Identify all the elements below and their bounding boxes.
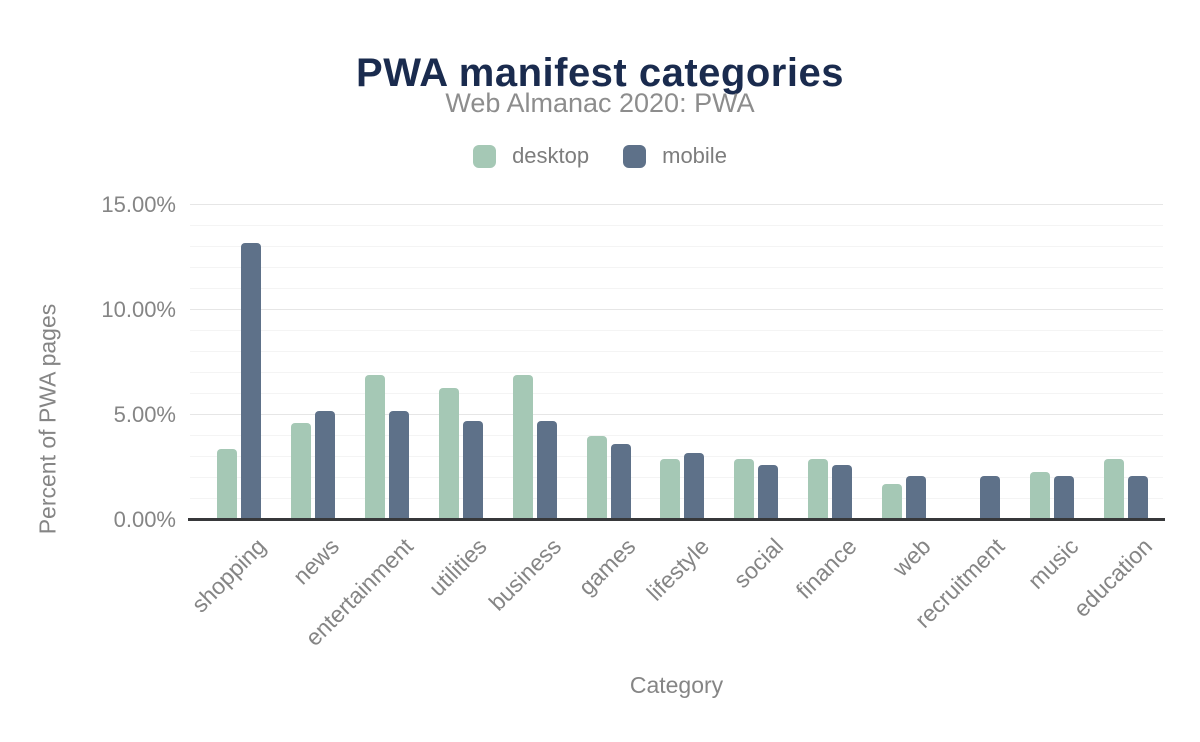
- bar-desktop-entertainment[interactable]: [364, 375, 385, 520]
- bar-mobile-recruitment[interactable]: [980, 475, 1001, 520]
- gridline: [190, 225, 1163, 226]
- gridline: [190, 267, 1163, 268]
- legend-label-mobile: mobile: [662, 143, 727, 168]
- bar-group-games: games: [572, 205, 646, 600]
- bar-group-news: news: [276, 205, 350, 589]
- gridline: [190, 351, 1163, 352]
- bar-group-education: education: [1068, 205, 1163, 622]
- x-tick-label: music: [1022, 533, 1084, 594]
- bar-mobile-education[interactable]: [1128, 475, 1149, 520]
- bar-desktop-business[interactable]: [512, 375, 533, 520]
- bar-mobile-business[interactable]: [536, 421, 557, 520]
- gridline: [190, 372, 1163, 373]
- x-tick-label: utilities: [424, 533, 493, 602]
- bar-mobile-music[interactable]: [1054, 475, 1075, 520]
- x-tick-label: finance: [790, 533, 862, 604]
- bar-mobile-finance[interactable]: [832, 465, 853, 520]
- x-tick-label: lifestyle: [641, 533, 714, 606]
- bar-group-finance: finance: [791, 205, 867, 604]
- legend-item-mobile[interactable]: mobile: [623, 143, 727, 169]
- bar-desktop-news[interactable]: [290, 423, 311, 520]
- bar-group-business: business: [483, 205, 572, 616]
- x-tick-label: web: [887, 533, 936, 582]
- bar-group-shopping: shopping: [186, 205, 276, 617]
- legend-swatch-desktop: [473, 144, 497, 168]
- gridline: [190, 456, 1163, 457]
- y-tick-label: 15.00%: [101, 192, 176, 217]
- gridline: [190, 330, 1163, 331]
- gridline: [190, 393, 1163, 394]
- bar-mobile-shopping[interactable]: [240, 242, 261, 520]
- x-tick-label: social: [727, 533, 788, 593]
- x-tick-label: news: [287, 533, 345, 590]
- bar-mobile-lifestyle[interactable]: [684, 452, 705, 520]
- bar-group-entertainment: entertainment: [300, 205, 424, 651]
- y-axis-ticks: 0.00% 5.00% 10.00% 15.00%: [0, 193, 176, 532]
- gridline: [190, 435, 1163, 436]
- legend-item-desktop[interactable]: desktop: [473, 143, 589, 169]
- bar-desktop-utilities[interactable]: [438, 387, 459, 520]
- y-tick-label: 0.00%: [113, 507, 176, 532]
- bar-desktop-education[interactable]: [1104, 459, 1125, 520]
- bar-mobile-entertainment[interactable]: [388, 410, 409, 520]
- legend: desktop mobile: [0, 143, 1200, 169]
- legend-label-desktop: desktop: [512, 143, 590, 168]
- bar-groups: shopping news entertainment utilities busine…: [186, 205, 1163, 651]
- gridline: [190, 204, 1163, 205]
- x-axis-title: Category: [629, 672, 724, 698]
- bar-desktop-shopping[interactable]: [216, 448, 237, 520]
- bar-desktop-finance[interactable]: [808, 459, 829, 520]
- chart-title: PWA manifest categories: [356, 51, 844, 95]
- bar-group-recruitment: recruitment: [910, 205, 1015, 633]
- bar-desktop-music[interactable]: [1030, 471, 1051, 520]
- bar-mobile-games[interactable]: [610, 444, 631, 520]
- x-axis-line: [188, 518, 1165, 521]
- bar-desktop-lifestyle[interactable]: [660, 459, 681, 520]
- bar-desktop-web[interactable]: [882, 484, 903, 520]
- gridline: [190, 414, 1163, 415]
- bar-group-social: social: [719, 205, 793, 593]
- x-tick-label: education: [1068, 533, 1158, 622]
- gridline: [190, 309, 1163, 310]
- gridline: [190, 288, 1163, 289]
- bar-group-web: web: [867, 205, 941, 581]
- x-tick-label: games: [572, 533, 640, 601]
- bar-mobile-news[interactable]: [314, 410, 335, 520]
- y-tick-label: 10.00%: [101, 297, 176, 322]
- bar-group-lifestyle: lifestyle: [641, 205, 720, 606]
- legend-swatch-mobile: [623, 144, 647, 168]
- bar-mobile-social[interactable]: [758, 465, 779, 520]
- x-tick-label: shopping: [185, 533, 271, 618]
- chart-subtitle: Web Almanac 2020: PWA: [445, 88, 755, 118]
- bar-desktop-social[interactable]: [734, 459, 755, 520]
- bar-group-utilities: utilities: [424, 205, 498, 601]
- bar-mobile-web[interactable]: [906, 475, 927, 520]
- bar-desktop-games[interactable]: [586, 436, 607, 520]
- gridline: [190, 246, 1163, 247]
- x-tick-label: business: [483, 533, 567, 616]
- bar-group-music: music: [1015, 205, 1089, 594]
- y-tick-label: 5.00%: [113, 402, 176, 427]
- bar-mobile-utilities[interactable]: [462, 421, 483, 520]
